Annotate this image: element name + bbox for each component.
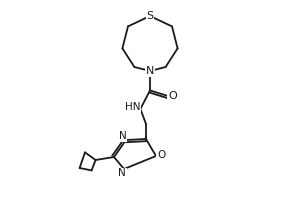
Text: HN: HN [125, 102, 141, 112]
Text: N: N [118, 168, 126, 178]
Text: N: N [118, 131, 126, 141]
Text: N: N [146, 66, 154, 76]
Text: S: S [146, 11, 154, 21]
Text: O: O [168, 91, 177, 101]
Text: O: O [157, 150, 165, 160]
